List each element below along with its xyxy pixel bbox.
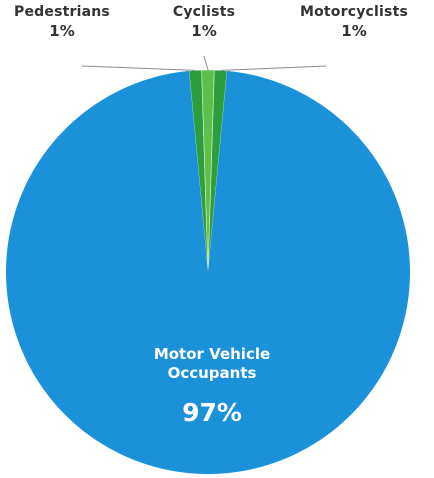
cyclists-percent: 1% [124, 23, 284, 40]
motor-vehicle-occupants-label: Motor Vehicle Occupants [92, 345, 332, 383]
pedestrians-label-text: Pedestrians [0, 5, 142, 20]
cyclists-leader-line [204, 56, 208, 70]
motorcyclists-leader-line [221, 66, 326, 70]
motor-vehicle-occupants-label-line-2: Occupants [92, 364, 332, 383]
pedestrians-label: Pedestrians 1% [0, 5, 142, 40]
motor-vehicle-occupants-percent: 97% [92, 398, 332, 427]
cyclists-label-text: Cyclists [124, 5, 284, 20]
motorcyclists-label-text: Motorcyclists [274, 5, 434, 20]
pedestrians-leader-line [82, 66, 195, 70]
pedestrians-percent: 1% [0, 23, 142, 40]
motor-vehicle-occupants-label-line-1: Motor Vehicle [92, 345, 332, 364]
motorcyclists-percent: 1% [274, 23, 434, 40]
motorcyclists-label: Motorcyclists 1% [274, 5, 434, 40]
cyclists-label: Cyclists 1% [124, 5, 284, 40]
